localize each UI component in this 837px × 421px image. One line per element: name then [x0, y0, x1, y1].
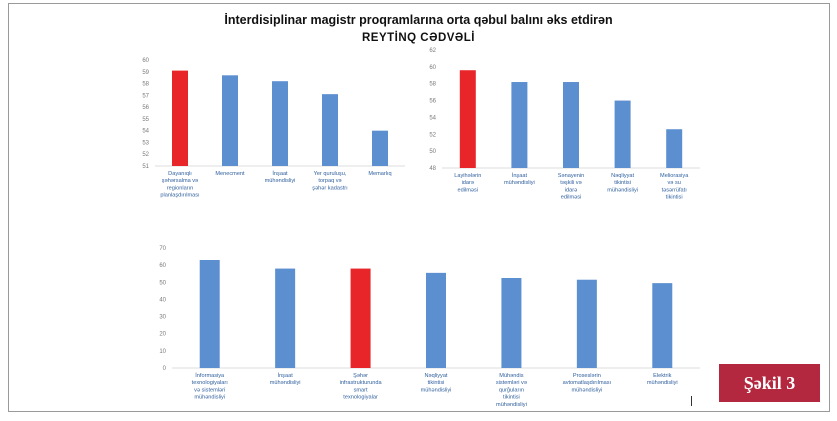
- x-tick-label: mühəndisliyi: [194, 395, 225, 401]
- x-tick-label: texnologiyaları: [192, 380, 229, 386]
- y-tick-label: 57: [142, 93, 149, 99]
- x-tick-label: İnşaat: [272, 170, 288, 177]
- x-tick-label: infrastrukturunda: [340, 380, 383, 386]
- x-tick-label: mühəndisliyi: [270, 380, 301, 386]
- x-tick-label: Dayanıqlı: [168, 171, 192, 177]
- x-tick-label: tikintisi: [428, 380, 445, 386]
- bar: [199, 260, 220, 368]
- x-tick-label: Nəqliyyat: [424, 373, 447, 379]
- x-tick-label: edilməsi: [561, 195, 582, 201]
- x-tick-label: idarə: [565, 187, 577, 193]
- bar: [172, 70, 188, 166]
- y-tick-label: 53: [142, 140, 149, 146]
- x-tick-label: planlaşdırılması: [160, 193, 200, 199]
- y-tick-label: 50: [429, 149, 436, 155]
- x-tick-label: Layihələrin: [454, 173, 481, 179]
- x-tick-label: və sistemləri: [194, 387, 225, 393]
- x-tick-label: Sənayenin: [558, 173, 584, 179]
- x-tick-label: idarə: [462, 180, 474, 186]
- y-tick-label: 58: [429, 82, 436, 88]
- x-tick-label: mühəndisliyi: [421, 387, 452, 393]
- y-tick-label: 60: [429, 65, 436, 71]
- y-tick-label: 48: [429, 166, 436, 172]
- y-tick-label: 51: [142, 164, 149, 170]
- x-tick-label: Yer quruluşu,: [314, 171, 347, 177]
- y-tick-label: 59: [142, 70, 149, 76]
- y-tick-label: 58: [142, 82, 149, 88]
- x-tick-label: Menecment: [215, 171, 245, 177]
- x-tick-label: tikintisi: [614, 180, 631, 186]
- y-tick-label: 52: [142, 152, 149, 158]
- x-tick-label: təşkili və: [560, 180, 581, 186]
- x-tick-label: Şəhər: [353, 373, 368, 379]
- x-tick-label: Elektrik: [653, 373, 672, 379]
- x-tick-label: İnformasiya: [195, 372, 225, 379]
- x-tick-label: Meliorasiya: [660, 173, 689, 179]
- x-tick-label: Memarlıq: [368, 171, 391, 177]
- x-tick-label: qurğuların: [499, 387, 524, 393]
- x-tick-label: smart: [354, 387, 368, 393]
- x-tick-label: tikintisi: [666, 195, 683, 201]
- y-tick-label: 10: [159, 349, 166, 355]
- bar: [576, 279, 597, 368]
- y-tick-label: 40: [159, 297, 166, 303]
- bar: [459, 70, 476, 168]
- figure-frame: [8, 3, 830, 412]
- y-tick-label: 54: [429, 115, 436, 121]
- x-tick-label: mühəndisliyi: [496, 402, 527, 408]
- x-tick-label: mühəndisliyi: [571, 387, 602, 393]
- x-tick-label: Proseslərin: [573, 373, 601, 379]
- bar: [511, 82, 528, 168]
- bar: [652, 283, 673, 368]
- y-tick-label: 54: [142, 129, 149, 135]
- x-tick-label: regionların: [167, 185, 193, 191]
- text-cursor: [691, 396, 692, 406]
- x-tick-label: şəhər kadastrı: [312, 185, 348, 191]
- figure-label-badge: Şəkil 3: [719, 364, 820, 402]
- bar: [222, 75, 238, 166]
- y-tick-label: 70: [159, 246, 166, 252]
- x-tick-label: mühəndisliyi: [265, 178, 296, 184]
- bar: [372, 130, 388, 166]
- x-tick-label: torpaq və: [318, 178, 341, 184]
- x-tick-label: İnşaat: [278, 372, 294, 379]
- y-tick-label: 20: [159, 332, 166, 338]
- x-tick-label: və su: [668, 180, 681, 186]
- x-tick-label: İnşaat: [512, 172, 528, 179]
- x-tick-label: təsərrüfatı: [662, 187, 688, 193]
- chart-title: İnterdisiplinar magistr proqramlarına or…: [224, 13, 613, 27]
- y-tick-label: 52: [429, 132, 436, 138]
- bar: [350, 268, 371, 368]
- y-tick-label: 30: [159, 315, 166, 321]
- y-tick-label: 56: [429, 99, 436, 105]
- x-tick-label: texnologiyalar: [343, 395, 378, 401]
- bar: [426, 272, 446, 368]
- chart-subtitle: REYTİNQ CƏDVƏLİ: [361, 32, 475, 44]
- y-tick-label: 62: [429, 48, 436, 54]
- bar: [614, 100, 631, 168]
- bar: [275, 268, 296, 368]
- x-tick-label: tikintisi: [503, 395, 520, 401]
- y-tick-label: 60: [159, 263, 166, 269]
- y-tick-label: 50: [159, 280, 166, 286]
- x-tick-label: mühəndisliyi: [647, 380, 678, 386]
- bar: [501, 278, 522, 368]
- x-tick-label: edilməsi: [458, 187, 479, 193]
- x-tick-label: Mühəndis: [499, 373, 523, 379]
- y-tick-label: 56: [142, 105, 149, 111]
- x-tick-label: avtomatlaşdırılması: [563, 380, 612, 386]
- bar: [666, 129, 683, 168]
- y-tick-label: 55: [142, 117, 149, 123]
- x-tick-label: Nəqliyyat: [611, 173, 634, 179]
- x-tick-label: mühəndisliyi: [607, 187, 638, 193]
- x-tick-label: şəhərsalma və: [162, 178, 198, 184]
- x-tick-label: sistemləri və: [496, 380, 527, 386]
- x-tick-label: mühəndisliyi: [504, 180, 535, 186]
- bar: [272, 81, 288, 166]
- bar: [322, 94, 338, 166]
- y-tick-label: 60: [142, 58, 149, 64]
- y-tick-label: 0: [163, 366, 167, 372]
- bar: [563, 82, 579, 168]
